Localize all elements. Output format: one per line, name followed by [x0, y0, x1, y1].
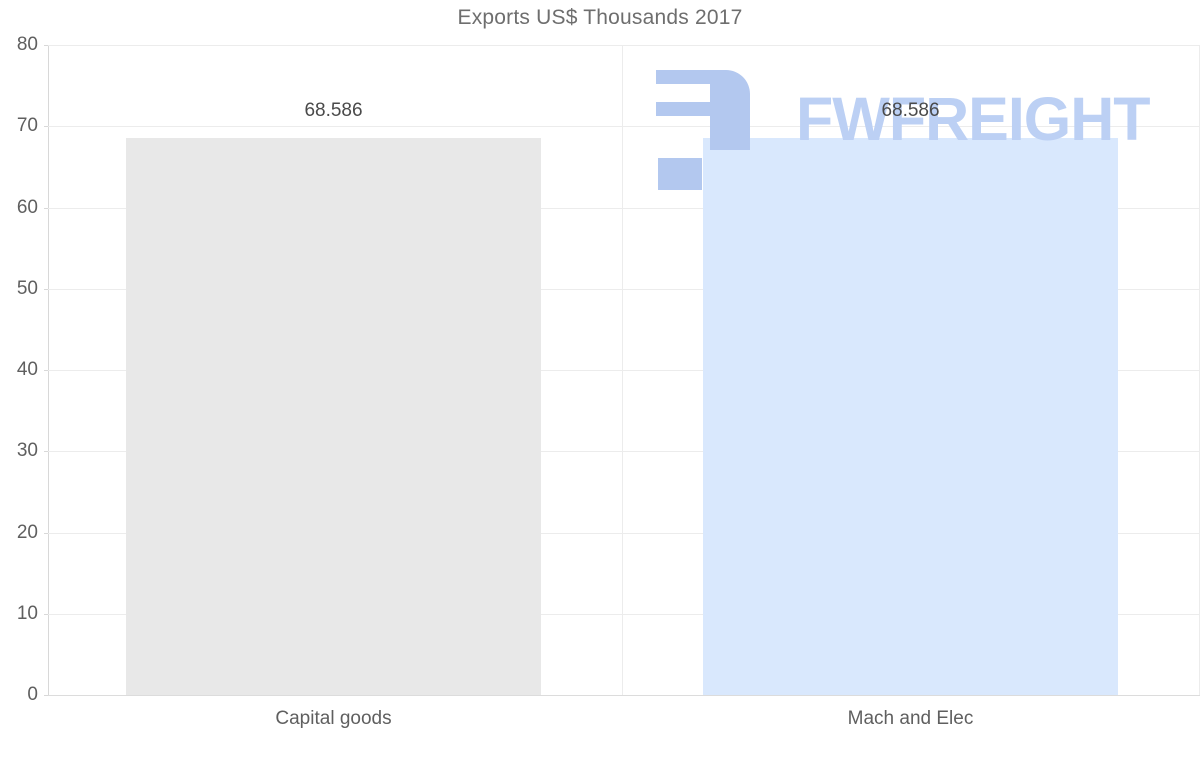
gridline-80	[48, 45, 1200, 46]
gridline-30	[48, 451, 1200, 453]
gridline-60	[48, 207, 1200, 209]
chart-title: Exports US$ Thousands 2017	[457, 6, 743, 29]
bar-mach-and-elec[interactable]	[703, 137, 1118, 695]
x-axis-label-1: Mach and Elec	[847, 708, 974, 729]
gridline-0	[48, 695, 1200, 696]
y-tick-label-10: 10	[16, 602, 38, 624]
plot-area	[48, 45, 1200, 696]
gridline-40	[48, 370, 1200, 371]
y-tick-label-20: 20	[16, 521, 38, 543]
y-tick-label-80: 80	[16, 34, 38, 55]
bar-capital-goods[interactable]	[126, 137, 541, 695]
y-tick-label-60: 60	[16, 196, 38, 218]
x-axis-label-0: Capital goods	[275, 708, 392, 729]
y-tick-label-0: 0	[27, 684, 38, 705]
gridline-20	[48, 532, 1200, 534]
y-tick-label-50: 50	[16, 277, 38, 299]
y-tick-label-70: 70	[16, 115, 38, 137]
y-tick-label-40: 40	[16, 359, 38, 380]
bar-value-label-1: 68.586	[881, 99, 940, 121]
gridline-50	[48, 288, 1200, 290]
category-separator-gridline	[622, 45, 623, 695]
bar-value-label-0: 68.586	[304, 99, 363, 121]
y-tick-label-30: 30	[16, 440, 38, 462]
gridline-70	[48, 126, 1200, 128]
gridline-10	[48, 613, 1200, 615]
